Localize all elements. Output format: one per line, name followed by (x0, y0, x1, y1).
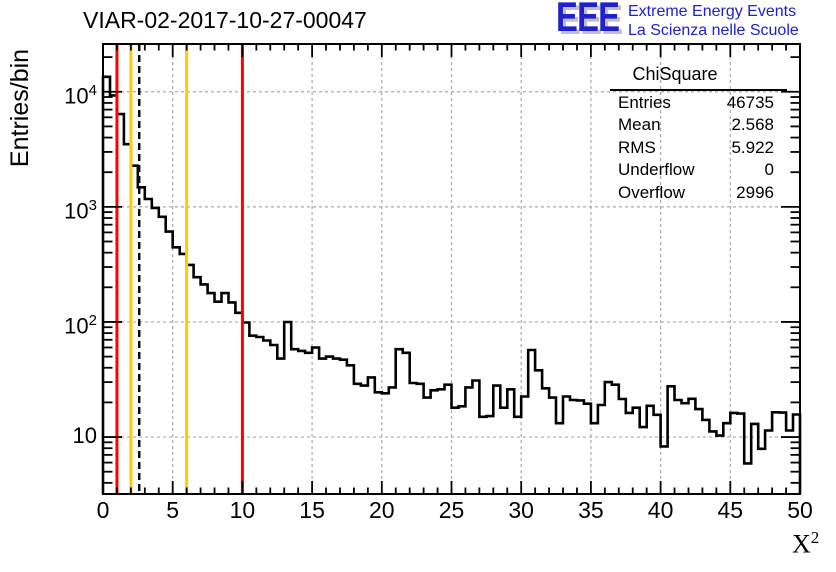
stat-label: Mean (618, 115, 661, 135)
stat-value: 46735 (726, 93, 774, 112)
logo-tagline-2: La Scienza nelle Scuole (628, 22, 799, 39)
stat-label: RMS (618, 137, 656, 157)
histogram-step-line (101, 75, 802, 494)
stat-value: 5.922 (731, 137, 774, 157)
stat-row-entries: Entries 46735 (618, 92, 774, 114)
plot-title: VIAR-02-2017-10-27-00047 (83, 7, 367, 33)
x-axis-title: X2 (792, 528, 819, 560)
stat-label: Underflow (618, 160, 695, 180)
stat-row-overflow: Overflow 2996 (618, 182, 774, 204)
axis-ticks (102, 44, 801, 494)
stats-box-divider (610, 89, 787, 91)
y-axis-title: Entries/bin (6, 48, 34, 168)
eee-logo-text: Extreme Energy Events La Scienza nelle S… (628, 2, 799, 40)
stat-row-mean: Mean 2.568 (618, 114, 774, 136)
stat-row-rms: RMS 5.922 (618, 137, 774, 159)
stat-row-underflow: Underflow 0 (618, 159, 774, 181)
x-axis-title-exponent: 2 (810, 528, 820, 547)
x-axis-title-base: X (792, 529, 811, 559)
eee-logo-letters: EEE (556, 0, 620, 40)
stat-value: 0 (764, 160, 774, 180)
stat-value: 2996 (736, 182, 774, 202)
logo-tagline-1: Extreme Energy Events (628, 3, 797, 20)
stats-box: Entries 46735 Mean 2.568 RMS 5.922 Under… (618, 92, 774, 204)
stats-box-title: ChiSquare (632, 64, 718, 84)
stat-label: Entries (618, 93, 671, 112)
stat-value: 2.568 (731, 115, 774, 135)
stat-label: Overflow (618, 182, 686, 202)
